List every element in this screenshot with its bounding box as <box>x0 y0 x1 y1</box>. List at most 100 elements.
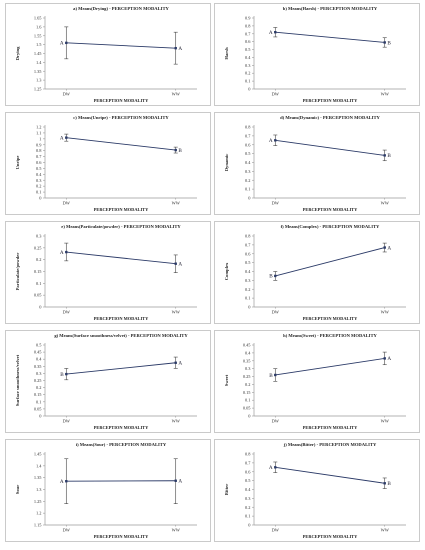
chart-title: i) Means(Sour) - PERCEPTION MODALITY <box>76 442 167 447</box>
panel-frame <box>214 330 420 433</box>
chart-panel: j) Means(Bitter) - PERCEPTION MODALITY 0 0… <box>214 439 420 542</box>
data-point <box>65 136 68 139</box>
series-line <box>275 139 385 156</box>
x-tick-label: WW <box>172 310 181 315</box>
x-tick-label: WW <box>381 310 390 315</box>
x-tick-label: WW <box>381 419 390 424</box>
y-tick-label: 1.1 <box>36 130 42 135</box>
chart-svg: f) Means(Complex) - PERCEPTION MODALITY 0… <box>214 221 420 324</box>
y-tick-label: 0.25 <box>34 378 42 383</box>
y-tick-label: 0.7 <box>245 31 251 36</box>
x-axis-label: PERCEPTION MODALITY <box>303 207 358 212</box>
y-tick-label: 0 <box>248 305 251 310</box>
y-tick-label: 0.1 <box>245 514 251 519</box>
y-tick-label: 1 <box>39 136 41 141</box>
data-point <box>65 250 68 254</box>
group-letter: A <box>60 479 64 485</box>
y-tick-label: 0.3 <box>245 496 251 501</box>
x-tick-label: DW <box>272 201 280 206</box>
chart-svg: b) Means(Harsh) - PERCEPTION MODALITY 0 0.… <box>214 3 420 106</box>
y-tick-label: 0 <box>39 414 42 419</box>
group-letter: B <box>387 481 391 487</box>
chart-title: b) Means(Harsh) - PERCEPTION MODALITY <box>283 6 378 11</box>
y-tick-label: 1.3 <box>36 487 42 492</box>
y-tick-label: 0.1 <box>36 190 42 195</box>
y-axis-label: Sweet <box>224 374 229 386</box>
chart-title: e) Means(Particulate/powder) - PERCEPTIO… <box>61 224 181 229</box>
y-tick-label: 0.05 <box>34 406 42 411</box>
y-tick-label: 0.4 <box>245 269 251 274</box>
y-tick-label: 0.3 <box>36 371 42 376</box>
data-point <box>274 373 277 377</box>
panel-frame <box>214 221 420 324</box>
group-letter: A <box>60 41 64 47</box>
y-tick-label: 1.4 <box>36 60 42 65</box>
data-point <box>174 148 177 152</box>
panel-frame <box>5 330 211 433</box>
group-letter: A <box>178 479 182 485</box>
y-tick-label: 0.1 <box>245 296 251 301</box>
y-tick-label: 0.4 <box>36 172 42 177</box>
y-tick-label: 1.65 <box>34 16 42 21</box>
chart-svg: d) Means(Dynamic) - PERCEPTION MODALITY 0… <box>214 112 420 215</box>
y-axis-label: Particulate/powder <box>15 253 20 291</box>
series-line <box>66 42 176 49</box>
chart-panel: i) Means(Sour) - PERCEPTION MODALITY 1.15… <box>5 439 211 542</box>
x-tick-label: WW <box>381 201 390 206</box>
y-tick-label: 0.05 <box>243 406 251 411</box>
chart-panel: b) Means(Harsh) - PERCEPTION MODALITY 0 0.… <box>214 3 420 106</box>
y-tick-label: 0.7 <box>245 460 251 465</box>
x-tick-label: DW <box>63 419 71 424</box>
chart-title: c) Means(Unripe) - PERCEPTION MODALITY <box>73 115 169 120</box>
chart-panel: h) Means(Sweet) - PERCEPTION MODALITY 0 0.… <box>214 330 420 433</box>
group-letter: A <box>60 135 64 141</box>
chart-title: d) Means(Dynamic) - PERCEPTION MODALITY <box>280 115 380 120</box>
y-tick-label: 1.5 <box>36 42 42 47</box>
chart-svg: j) Means(Bitter) - PERCEPTION MODALITY 0 0… <box>214 439 420 542</box>
y-tick-label: 0.8 <box>245 125 251 130</box>
x-tick-label: DW <box>272 528 280 533</box>
y-tick-label: 0.8 <box>245 234 251 239</box>
y-tick-label: 1.55 <box>34 33 42 38</box>
group-letter: A <box>60 250 64 256</box>
x-tick-label: WW <box>172 201 181 206</box>
chart-panel: f) Means(Complex) - PERCEPTION MODALITY 0… <box>214 221 420 324</box>
y-tick-label: 0.15 <box>34 392 42 397</box>
group-letter: B <box>269 274 273 280</box>
group-letter: A <box>387 245 391 251</box>
y-tick-label: 1.35 <box>34 69 42 74</box>
panel-frame <box>5 112 211 215</box>
x-axis-label: PERCEPTION MODALITY <box>303 534 358 539</box>
y-tick-label: 0.4 <box>245 487 251 492</box>
y-tick-label: 0.4 <box>245 350 251 355</box>
y-tick-label: 0 <box>248 523 251 528</box>
y-tick-label: 0.35 <box>34 364 42 369</box>
y-tick-label: 0.5 <box>245 47 251 52</box>
chart-svg: h) Means(Sweet) - PERCEPTION MODALITY 0 0.… <box>214 330 420 433</box>
chart-title: g) Means(Surface smoothness/velvet) - PE… <box>54 333 188 338</box>
y-tick-label: 0.7 <box>245 133 251 138</box>
series-line <box>275 357 385 376</box>
y-tick-label: 0.3 <box>245 63 251 68</box>
x-tick-label: DW <box>272 310 280 315</box>
x-axis-label: PERCEPTION MODALITY <box>303 98 358 103</box>
y-tick-label: 0.3 <box>245 278 251 283</box>
y-tick-label: 0.1 <box>36 399 42 404</box>
group-letter: A <box>178 46 182 52</box>
data-point <box>174 361 177 364</box>
y-tick-label: 0.1 <box>36 281 42 286</box>
data-point <box>174 46 177 50</box>
y-tick-label: 0.8 <box>245 452 251 457</box>
y-tick-label: 0.2 <box>36 385 42 390</box>
y-tick-label: 0 <box>248 196 251 201</box>
x-tick-label: WW <box>381 92 390 97</box>
data-point <box>65 41 68 45</box>
group-letter: B <box>387 153 391 159</box>
x-tick-label: DW <box>63 92 71 97</box>
y-tick-label: 0.6 <box>36 160 42 165</box>
x-axis-label: PERCEPTION MODALITY <box>94 534 149 539</box>
data-point <box>383 482 386 485</box>
data-point <box>383 154 386 157</box>
x-tick-label: DW <box>272 419 280 424</box>
y-tick-label: 0.6 <box>245 251 251 256</box>
